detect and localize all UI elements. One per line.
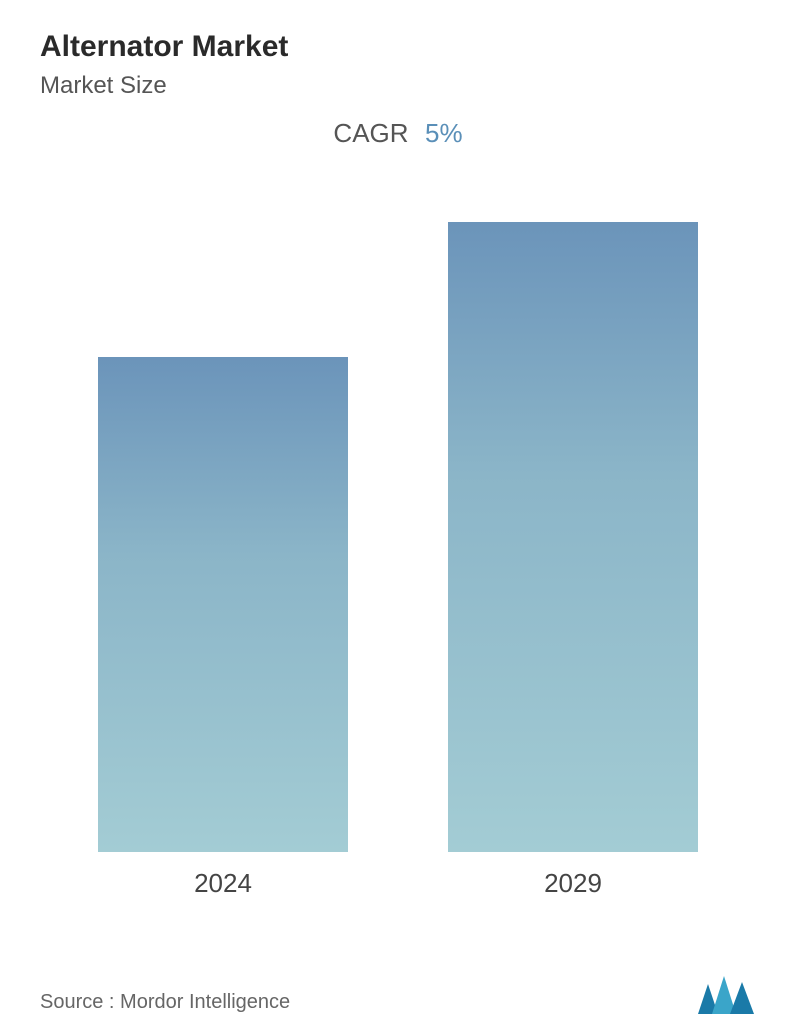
page-title: Alternator Market [40,30,756,64]
bar-label-1: 2029 [544,868,602,899]
bar-group-0: 2024 [98,357,348,899]
bar-group-1: 2029 [448,222,698,899]
bar-2029 [448,222,698,852]
bar-label-0: 2024 [194,868,252,899]
cagr-label: CAGR [333,118,408,149]
cagr-row: CAGR 5% [40,118,756,149]
source-value: Mordor Intelligence [120,991,290,1013]
page-subtitle: Market Size [40,72,756,100]
source-text: Source : Mordor Intelligence [40,991,290,1014]
cagr-value: 5% [425,118,463,149]
bar-2024 [98,357,348,852]
mordor-logo-icon [698,974,756,1014]
bar-chart: 2024 2029 [40,179,756,899]
footer: Source : Mordor Intelligence [40,974,756,1014]
source-label: Source : [40,991,114,1013]
